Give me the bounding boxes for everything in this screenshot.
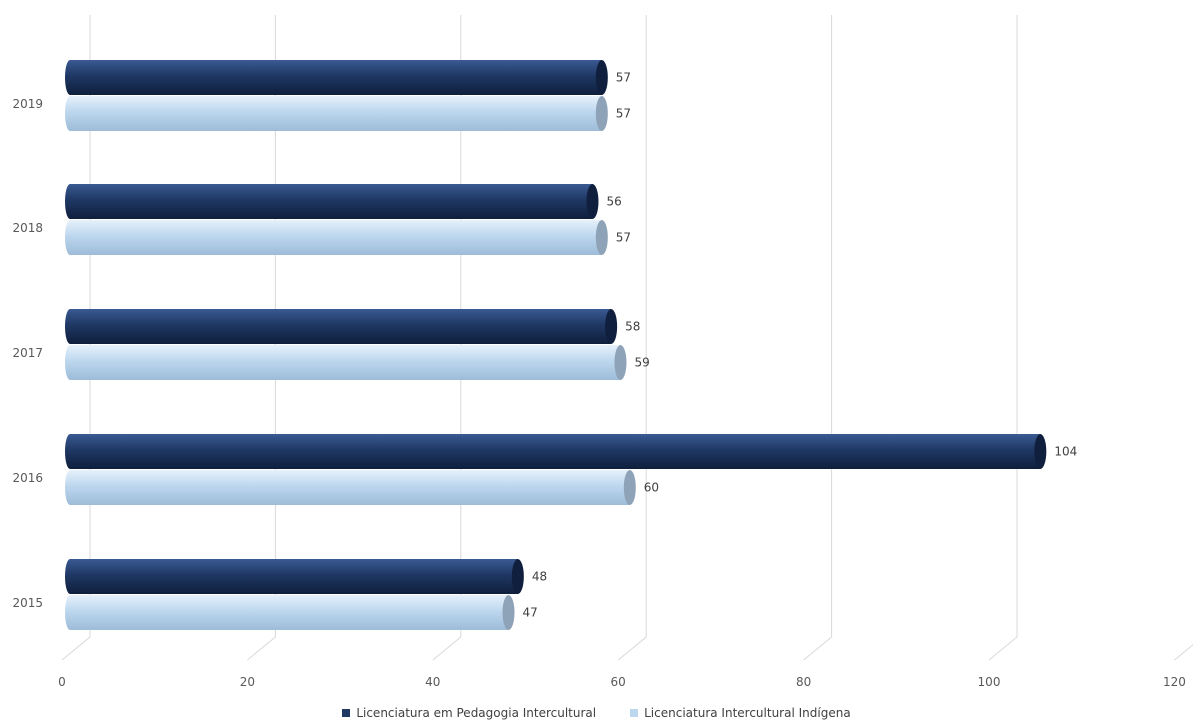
bar-end-cap [1034,434,1047,469]
legend-swatch-indigena [630,709,639,717]
y-tick-label: 2015 [12,596,43,610]
bars: 57 57 56 57 58 59 104 60 48 47 [65,60,1077,630]
data-label: 57 [616,107,631,121]
gridline [617,15,647,661]
bar-end-cap [595,220,608,255]
x-tick-label: 0 [58,675,66,689]
bar-body [70,559,518,594]
legend-label-indigena: Licenciatura Intercultural Indígena [644,706,851,720]
bar-body [70,96,602,131]
data-label: 57 [616,231,631,245]
data-label: 47 [523,606,538,620]
bar [65,470,636,505]
bar [65,434,1047,469]
y-tick-label: 2019 [12,97,43,111]
bar-body [70,434,1041,469]
x-tick-label: 20 [240,675,255,689]
legend-label-pedagogia: Licenciatura em Pedagogia Intercultural [356,706,597,720]
data-label: 57 [616,71,631,85]
bar-end-cap [502,595,515,630]
bar-body [70,595,509,630]
legend-item-pedagogia: Licenciatura em Pedagogia Intercultural [342,706,596,720]
bar [65,309,618,344]
bar-end-cap [614,345,627,380]
bar-body [70,309,612,344]
bar-body [70,220,602,255]
bar [65,184,599,219]
bar-body [70,345,621,380]
y-tick-label: 2016 [12,471,43,485]
y-tick-label: 2018 [12,221,43,235]
x-tick-label: 100 [978,675,1001,689]
x-tick-label: 120 [1163,675,1186,689]
bar [65,60,608,95]
bar-body [70,60,602,95]
data-label: 60 [644,481,659,495]
bar-body [70,470,630,505]
data-label: 56 [606,195,621,209]
gridline [803,15,833,661]
x-tick-label: 60 [611,675,626,689]
bar-end-cap [586,184,599,219]
x-tick-label: 80 [796,675,811,689]
bar [65,595,515,630]
x-axis: 0 20 40 60 80 100 120 [58,675,1186,689]
bar [65,220,608,255]
bar [65,96,608,131]
legend-item-indigena: Licenciatura Intercultural Indígena [630,706,851,720]
bar-end-cap [595,60,608,95]
bar-end-cap [623,470,636,505]
gridline [1174,644,1193,661]
x-tick-label: 40 [425,675,440,689]
data-label: 48 [532,570,547,584]
legend: Licenciatura em Pedagogia Intercultural … [0,706,1193,720]
bar-end-cap [595,96,608,131]
bar-end-cap [511,559,524,594]
data-label: 58 [625,320,640,334]
data-label: 59 [634,356,649,370]
bar [65,345,627,380]
bar-body [70,184,593,219]
legend-swatch-pedagogia [342,709,351,717]
gridline [988,15,1018,661]
y-axis: 2019 2018 2017 2016 2015 [12,97,43,610]
bar-end-cap [605,309,618,344]
data-label: 104 [1054,445,1077,459]
bar [65,559,524,594]
y-tick-label: 2017 [12,346,43,360]
